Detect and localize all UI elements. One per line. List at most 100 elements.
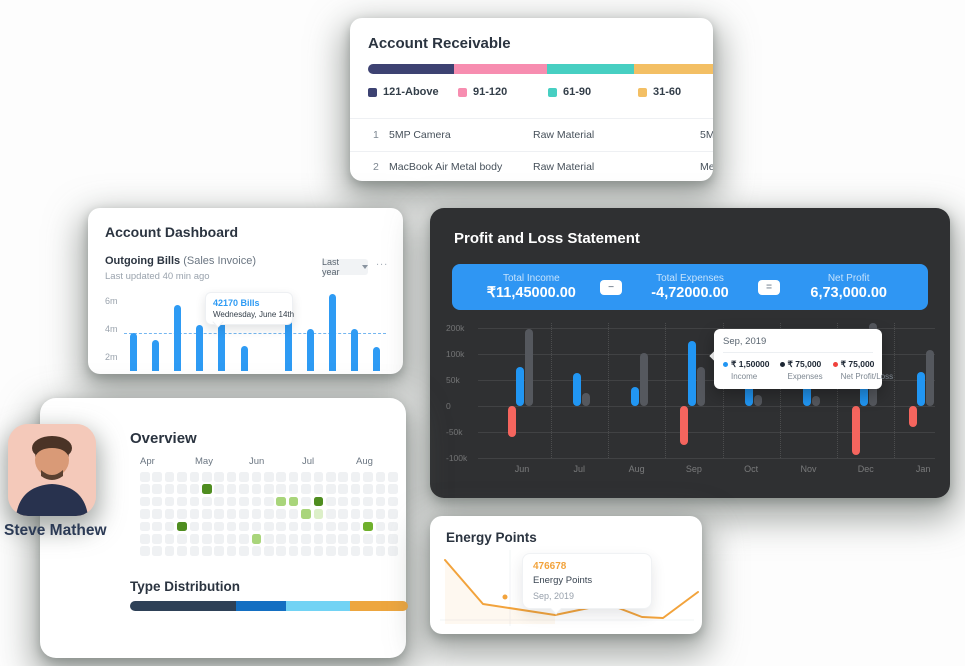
heatmap-cell[interactable] <box>363 484 373 494</box>
heatmap-cell[interactable] <box>388 534 398 544</box>
heatmap-cell[interactable] <box>152 534 162 544</box>
heatmap-cell[interactable] <box>214 509 224 519</box>
heatmap-cell[interactable] <box>388 546 398 556</box>
heatmap-cell[interactable] <box>251 534 262 544</box>
heatmap-cell[interactable] <box>338 521 348 532</box>
heatmap-cell[interactable] <box>313 534 324 544</box>
heatmap-cell[interactable] <box>288 472 299 482</box>
heatmap-cell[interactable] <box>326 534 336 544</box>
heatmap-cell[interactable] <box>375 496 386 507</box>
heatmap-cell[interactable] <box>338 546 348 556</box>
heatmap-cell[interactable] <box>202 484 212 494</box>
expenses-bar[interactable] <box>639 352 648 406</box>
heatmap-cell[interactable] <box>288 534 299 544</box>
bills-bar[interactable] <box>373 346 381 371</box>
heatmap-cell[interactable] <box>388 496 398 507</box>
heatmap-cell[interactable] <box>363 521 373 532</box>
heatmap-cell[interactable] <box>177 484 187 494</box>
heatmap-cell[interactable] <box>338 509 348 519</box>
heatmap-cell[interactable] <box>313 496 324 507</box>
bills-bar[interactable] <box>152 340 160 371</box>
heatmap-cell[interactable] <box>288 496 299 507</box>
heatmap-cell[interactable] <box>288 509 299 519</box>
heatmap-cell[interactable] <box>239 484 249 494</box>
legend-item-61-90[interactable]: 61-90 <box>548 86 638 98</box>
heatmap-cell[interactable] <box>239 509 249 519</box>
heatmap-cell[interactable] <box>214 496 224 507</box>
heatmap-cell[interactable] <box>152 472 162 482</box>
heatmap-cell[interactable] <box>326 484 336 494</box>
heatmap-cell[interactable] <box>251 509 262 519</box>
heatmap-cell[interactable] <box>350 534 361 544</box>
heatmap-cell[interactable] <box>177 472 187 482</box>
heatmap-cell[interactable] <box>375 484 386 494</box>
heatmap-cell[interactable] <box>251 472 262 482</box>
heatmap-cell[interactable] <box>189 534 200 544</box>
heatmap-cell[interactable] <box>202 521 212 532</box>
heatmap-cell[interactable] <box>177 534 187 544</box>
profile-avatar[interactable] <box>8 424 96 516</box>
heatmap-cell[interactable] <box>189 509 200 519</box>
heatmap-cell[interactable] <box>202 472 212 482</box>
heatmap-cell[interactable] <box>301 509 311 519</box>
heatmap-cell[interactable] <box>152 496 162 507</box>
bills-bar[interactable] <box>196 324 204 371</box>
heatmap-cell[interactable] <box>350 546 361 556</box>
expenses-bar[interactable] <box>754 395 763 406</box>
heatmap-cell[interactable] <box>264 484 274 494</box>
expenses-bar[interactable] <box>696 367 705 406</box>
heatmap-cell[interactable] <box>350 509 361 519</box>
heatmap-cell[interactable] <box>251 521 262 532</box>
heatmap-cell[interactable] <box>276 546 286 556</box>
expenses-bar[interactable] <box>525 329 533 406</box>
heatmap-cell[interactable] <box>264 534 274 544</box>
legend-item-91-120[interactable]: 91-120 <box>458 86 548 98</box>
heatmap-cell[interactable] <box>388 472 398 482</box>
expenses-bar[interactable] <box>811 395 820 406</box>
heatmap-cell[interactable] <box>375 521 386 532</box>
legend-item-31-60[interactable]: 31-60 <box>638 86 713 98</box>
heatmap-cell[interactable] <box>177 509 187 519</box>
heatmap-cell[interactable] <box>363 534 373 544</box>
heatmap-cell[interactable] <box>164 534 175 544</box>
income-bar[interactable] <box>802 382 811 406</box>
net-loss-bar[interactable] <box>851 406 860 456</box>
heatmap-cell[interactable] <box>214 521 224 532</box>
bills-bar[interactable] <box>351 329 358 371</box>
income-bar[interactable] <box>745 372 754 406</box>
range-dropdown[interactable]: Last year <box>322 257 368 277</box>
heatmap-cell[interactable] <box>326 546 336 556</box>
heatmap-cell[interactable] <box>239 496 249 507</box>
heatmap-cell[interactable] <box>363 496 373 507</box>
heatmap-cell[interactable] <box>214 546 224 556</box>
bills-bar[interactable] <box>240 345 248 371</box>
heatmap-cell[interactable] <box>177 496 187 507</box>
bills-bar[interactable] <box>130 333 137 371</box>
heatmap-cell[interactable] <box>375 546 386 556</box>
heatmap-cell[interactable] <box>276 484 286 494</box>
heatmap-cell[interactable] <box>164 521 175 532</box>
net-loss-bar[interactable] <box>909 406 918 427</box>
heatmap-cell[interactable] <box>226 546 237 556</box>
heatmap-cell[interactable] <box>164 546 175 556</box>
heatmap-cell[interactable] <box>301 484 311 494</box>
heatmap-cell[interactable] <box>202 534 212 544</box>
heatmap-cell[interactable] <box>350 496 361 507</box>
heatmap-cell[interactable] <box>350 521 361 532</box>
heatmap-cell[interactable] <box>164 509 175 519</box>
expenses-bar[interactable] <box>926 350 935 406</box>
heatmap-cell[interactable] <box>326 509 336 519</box>
heatmap-cell[interactable] <box>202 546 212 556</box>
heatmap-cell[interactable] <box>239 472 249 482</box>
heatmap-cell[interactable] <box>388 521 398 532</box>
heatmap-cell[interactable] <box>388 484 398 494</box>
heatmap-cell[interactable] <box>189 472 200 482</box>
heatmap-cell[interactable] <box>177 521 187 532</box>
heatmap-cell[interactable] <box>214 534 224 544</box>
heatmap-cell[interactable] <box>326 472 336 482</box>
heatmap-cell[interactable] <box>363 472 373 482</box>
heatmap-cell[interactable] <box>226 496 237 507</box>
heatmap-cell[interactable] <box>140 521 150 532</box>
heatmap-cell[interactable] <box>226 484 237 494</box>
legend-item-121-Above[interactable]: 121-Above <box>368 86 458 98</box>
